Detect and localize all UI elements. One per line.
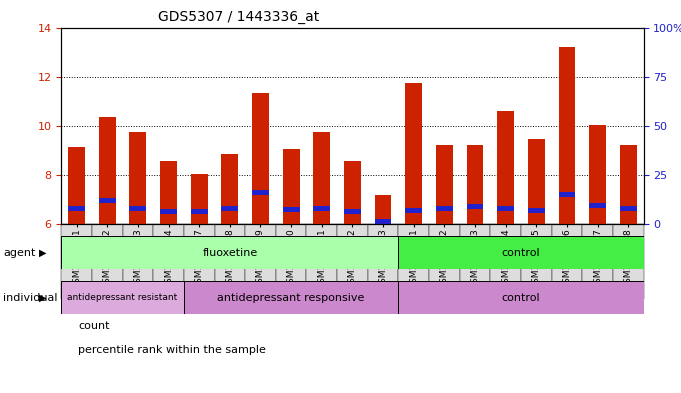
Bar xyxy=(221,206,238,211)
Bar xyxy=(589,203,606,208)
Bar xyxy=(68,206,85,211)
Text: GDS5307 / 1443336_at: GDS5307 / 1443336_at xyxy=(158,10,319,24)
Text: ▶: ▶ xyxy=(39,248,47,257)
Bar xyxy=(313,132,330,224)
Bar xyxy=(521,224,552,299)
Text: count: count xyxy=(78,321,110,331)
Text: individual: individual xyxy=(3,293,58,303)
Bar xyxy=(398,236,644,269)
Bar xyxy=(61,236,398,269)
Bar xyxy=(497,111,514,224)
Bar xyxy=(589,125,606,224)
Bar xyxy=(245,224,276,299)
Bar xyxy=(436,145,453,224)
Text: control: control xyxy=(502,248,540,257)
Text: fluoxetine: fluoxetine xyxy=(202,248,257,257)
Bar xyxy=(613,224,644,299)
Bar xyxy=(368,224,398,299)
Bar xyxy=(528,139,545,224)
Bar xyxy=(160,209,177,214)
Bar xyxy=(283,149,300,224)
Bar xyxy=(99,117,116,224)
Bar xyxy=(160,162,177,224)
Bar xyxy=(375,219,392,224)
Text: agent: agent xyxy=(3,248,36,257)
Bar xyxy=(283,207,300,212)
Bar xyxy=(558,192,575,197)
Bar xyxy=(276,224,306,299)
Bar xyxy=(460,224,490,299)
Bar xyxy=(490,224,521,299)
Bar xyxy=(61,281,184,314)
Bar xyxy=(552,224,582,299)
Bar xyxy=(582,224,613,299)
Bar xyxy=(252,93,269,224)
Bar xyxy=(184,281,398,314)
Bar xyxy=(405,208,422,213)
Bar xyxy=(184,224,215,299)
Bar xyxy=(466,204,484,209)
Bar xyxy=(129,206,146,211)
Text: antidepressant responsive: antidepressant responsive xyxy=(217,293,365,303)
Bar xyxy=(191,174,208,224)
Bar xyxy=(68,147,85,224)
Text: control: control xyxy=(502,293,540,303)
Bar xyxy=(123,224,153,299)
Text: percentile rank within the sample: percentile rank within the sample xyxy=(78,345,266,355)
Bar xyxy=(306,224,337,299)
Bar xyxy=(129,132,146,224)
Bar xyxy=(405,83,422,224)
Bar xyxy=(558,47,575,224)
Bar xyxy=(153,224,184,299)
Bar xyxy=(313,206,330,211)
Bar xyxy=(620,206,637,211)
Bar xyxy=(252,189,269,195)
Text: ▶: ▶ xyxy=(39,293,47,303)
Bar xyxy=(436,206,453,211)
Bar xyxy=(528,208,545,213)
Bar xyxy=(375,195,392,224)
Bar xyxy=(215,224,245,299)
Bar xyxy=(466,145,484,224)
Bar xyxy=(92,224,123,299)
Bar xyxy=(398,281,644,314)
Bar xyxy=(191,209,208,214)
Bar xyxy=(337,224,368,299)
Bar xyxy=(344,162,361,224)
Bar xyxy=(429,224,460,299)
Bar xyxy=(99,198,116,203)
Text: antidepressant resistant: antidepressant resistant xyxy=(67,293,178,302)
Bar xyxy=(221,154,238,224)
Bar xyxy=(344,209,361,214)
Bar xyxy=(398,224,429,299)
Bar xyxy=(497,206,514,211)
Bar xyxy=(61,224,92,299)
Bar xyxy=(620,145,637,224)
